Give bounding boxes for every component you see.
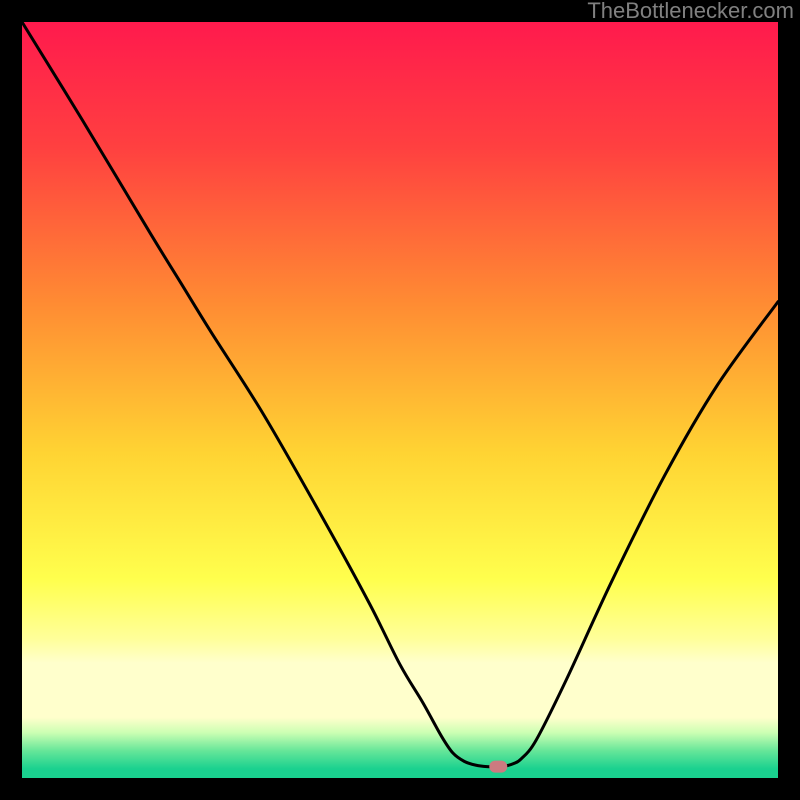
optimal-point-marker — [489, 761, 507, 773]
chart-container: TheBottlenecker.com — [0, 0, 800, 800]
bottleneck-chart: TheBottlenecker.com — [0, 0, 800, 800]
gradient-base-band — [22, 718, 778, 778]
gradient-main — [22, 22, 778, 719]
watermark-text: TheBottlenecker.com — [587, 0, 794, 23]
